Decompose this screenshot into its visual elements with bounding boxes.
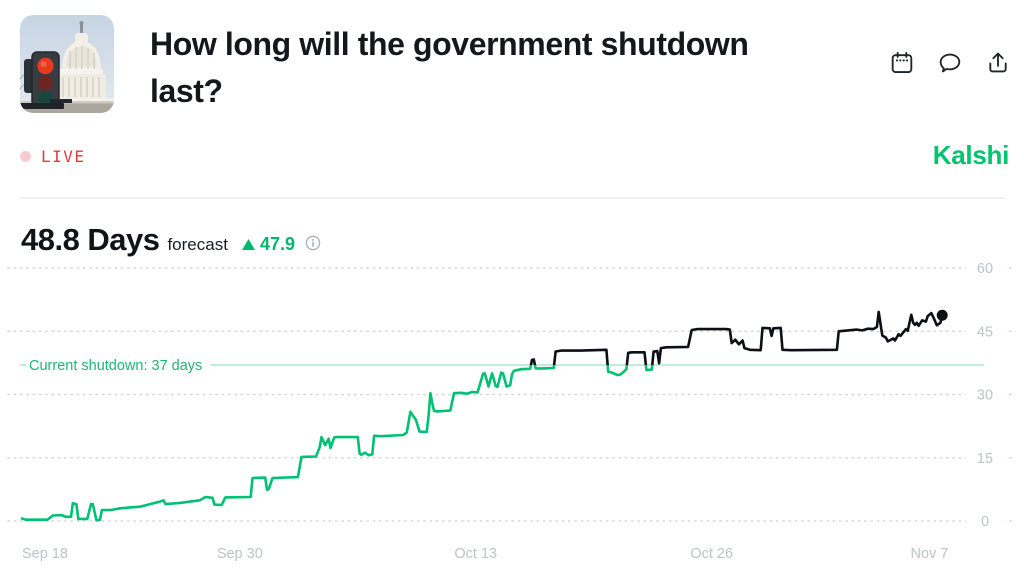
share-icon — [989, 52, 1007, 73]
latest-value-dot — [936, 309, 948, 321]
calendar-button[interactable] — [889, 50, 915, 76]
info-circle-icon — [305, 235, 321, 251]
header-actions — [889, 50, 1011, 76]
forecast-value: 48.8 — [21, 222, 80, 257]
divider — [20, 197, 1005, 199]
triangle-up-icon — [241, 239, 255, 250]
forecast-label: forecast — [167, 235, 228, 254]
y-tick-mask — [966, 448, 1005, 468]
calendar-icon — [891, 51, 913, 74]
info-icon[interactable] — [305, 235, 321, 256]
capitol-traffic-light-image — [20, 15, 114, 113]
live-dot-icon — [20, 151, 31, 162]
y-tick-label: 45 — [977, 324, 993, 340]
y-tick-mask — [966, 511, 1005, 531]
series-line-above-threshold — [529, 310, 944, 365]
y-tick-label: 15 — [977, 451, 993, 467]
y-tick-mask — [966, 385, 1005, 404]
forecast-unit: Days — [87, 222, 160, 257]
x-tick-label: Oct 13 — [454, 546, 497, 562]
comment-button[interactable] — [937, 50, 963, 76]
page-title: How long will the government shutdown la… — [150, 26, 749, 109]
x-tick-label: Sep 30 — [217, 546, 263, 562]
threshold-label: Current shutdown: 37 days — [29, 358, 202, 374]
live-label: LIVE — [41, 147, 86, 166]
event-thumbnail — [20, 15, 114, 113]
forecast-line-chart[interactable]: 0 15 30 45 60 Sep 18 Sep 30 Oct 13 Oct 26 Nov 7 Cu… — [0, 255, 1024, 572]
x-tick-label: Oct 26 — [690, 546, 733, 562]
forecast-row: 48.8 Days forecast 47.9 — [21, 222, 321, 258]
series-line-below-threshold — [20, 364, 654, 522]
x-tick-label: Sep 18 — [22, 546, 68, 562]
x-tick-label: Nov 7 — [911, 546, 949, 562]
y-tick-label: 0 — [981, 514, 989, 530]
share-button[interactable] — [985, 50, 1011, 76]
forecast-change: 47.9 — [259, 234, 295, 254]
threshold-label-mask — [26, 354, 211, 375]
live-status: LIVE — [20, 147, 86, 166]
kalshi-logo[interactable]: Kalshi — [932, 140, 1010, 170]
comment-icon — [939, 53, 961, 73]
y-tick-label: 30 — [977, 388, 993, 404]
forecast-delta: 47.9 — [241, 234, 295, 255]
y-tick-label: 60 — [977, 261, 993, 277]
y-tick-mask — [966, 321, 1005, 341]
y-tick-mask — [966, 258, 1005, 278]
